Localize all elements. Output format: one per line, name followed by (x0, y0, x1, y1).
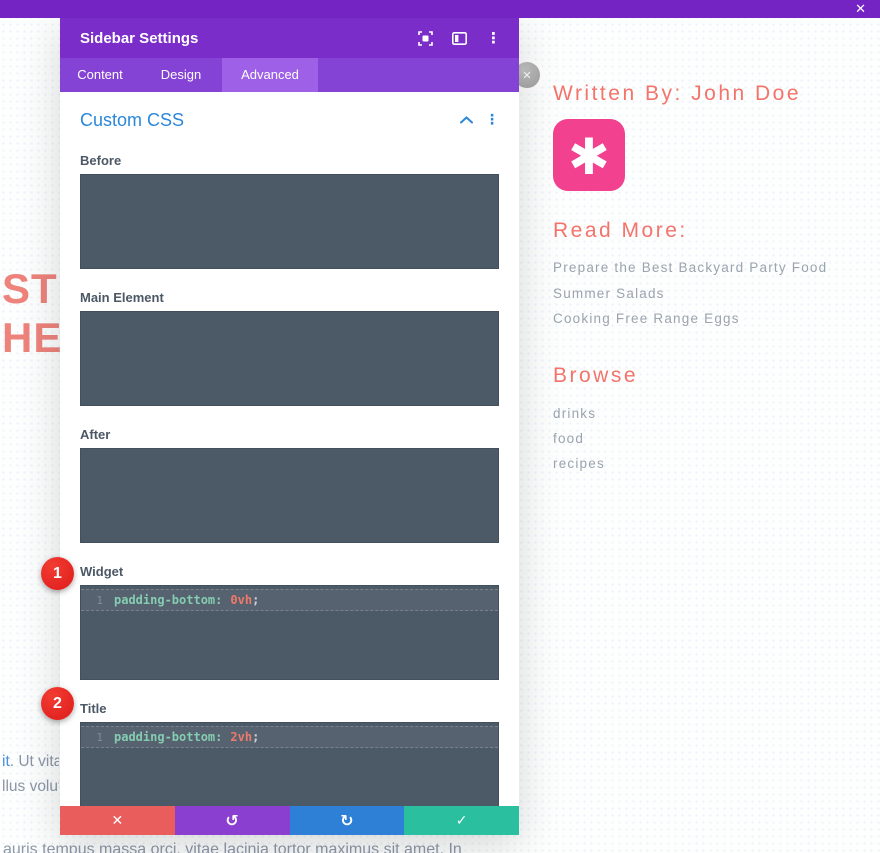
collapse-section-icon[interactable] (460, 116, 473, 124)
code-editor-after[interactable] (80, 448, 499, 543)
modal-header: Sidebar Settings ⋮ (60, 18, 519, 58)
close-icon: ✕ (522, 68, 532, 82)
code-editor-widget[interactable]: 1 padding-bottom: 0vh ; (80, 585, 499, 680)
code-line: 1 padding-bottom: 2vh ; (81, 726, 498, 748)
sidebar-settings-modal: Sidebar Settings ⋮ Content Design Advanc… (60, 18, 519, 835)
save-button[interactable]: ✓ (404, 806, 519, 835)
css-property: padding-bottom: (114, 593, 223, 607)
undo-button[interactable]: ↺ (174, 806, 290, 835)
annotation-step-1: 1 (41, 557, 74, 590)
tab-advanced[interactable]: Advanced (222, 58, 318, 92)
expand-modal-icon[interactable] (418, 30, 433, 46)
custom-css-section-header: Custom CSS ⋮ (80, 92, 499, 132)
field-after: After (80, 427, 499, 543)
modal-options-icon[interactable]: ⋮ (486, 28, 501, 47)
page-text-fragment-2: llus volutpa (2, 778, 59, 795)
author-avatar: ✱ (553, 119, 625, 191)
x-icon: ✕ (111, 812, 124, 829)
page-text-fragment-1: it. Ut vitae c (2, 753, 59, 771)
redo-icon: ↻ (340, 811, 354, 830)
check-icon: ✓ (455, 812, 468, 829)
read-more-link-3[interactable]: Cooking Free Range Eggs (553, 311, 740, 326)
code-editor-before[interactable] (80, 174, 499, 269)
field-label-widget: Widget (80, 564, 124, 579)
undo-icon: ↺ (225, 811, 239, 830)
section-options-icon[interactable]: ⋮ (485, 112, 499, 128)
browse-heading: Browse (553, 364, 639, 387)
field-label-title: Title (80, 701, 107, 716)
field-title: Title 1 padding-bottom: 2vh ; (80, 701, 499, 817)
tab-design[interactable]: Design (160, 67, 202, 82)
page-heading-line1: ST T (2, 265, 60, 312)
modal-header-icons: ⋮ (418, 28, 501, 47)
field-main-element: Main Element (80, 290, 499, 406)
section-controls: ⋮ (460, 113, 499, 127)
browse-link-food[interactable]: food (553, 431, 585, 446)
field-before: Before (80, 153, 499, 269)
tab-content[interactable]: Content (77, 67, 123, 82)
code-editor-title[interactable]: 1 padding-bottom: 2vh ; (80, 722, 499, 817)
page-heading-fragment: ST T HER (2, 264, 60, 362)
discard-button[interactable]: ✕ (60, 806, 175, 835)
field-label-after: After (80, 427, 111, 442)
css-punctuation: ; (252, 593, 260, 607)
field-widget: Widget 1 padding-bottom: 0vh ; (80, 564, 499, 680)
modal-tabbar: Content Design Advanced (60, 58, 519, 92)
page-heading-line2: HER (2, 314, 60, 361)
custom-css-title: Custom CSS (80, 109, 185, 130)
css-value: 2vh (230, 730, 253, 744)
close-builder-icon[interactable]: ✕ (855, 1, 866, 17)
modal-body: Custom CSS ⋮ Before Main Element After (60, 92, 519, 817)
snap-to-side-icon[interactable] (452, 31, 467, 45)
browse-link-recipes[interactable]: recipes (553, 456, 605, 471)
browse-link-drinks[interactable]: drinks (553, 406, 597, 421)
redo-button[interactable]: ↻ (289, 806, 405, 835)
code-editor-main-element[interactable] (80, 311, 499, 406)
read-more-link-2[interactable]: Summer Salads (553, 286, 665, 301)
css-punctuation: ; (252, 730, 260, 744)
css-property: padding-bottom: (114, 730, 223, 744)
annotation-step-2: 2 (41, 687, 74, 720)
page-text-rest: . Ut vitae c (9, 753, 59, 770)
line-number: 1 (96, 730, 103, 744)
page-text-link[interactable]: it (2, 753, 10, 770)
read-more-link-1[interactable]: Prepare the Best Backyard Party Food (553, 260, 828, 275)
asterisk-icon: ✱ (568, 128, 610, 186)
css-value: 0vh (230, 593, 253, 607)
page-bottom-text-fragment: auris tempus massa orci, vitae lacinia t… (3, 841, 462, 853)
modal-title: Sidebar Settings (80, 29, 199, 47)
read-more-heading: Read More: (553, 219, 688, 242)
line-number: 1 (96, 593, 103, 607)
code-line: 1 padding-bottom: 0vh ; (81, 589, 498, 611)
field-label-before: Before (80, 153, 122, 168)
written-by-heading: Written By: John Doe (553, 82, 802, 105)
field-label-main-element: Main Element (80, 290, 164, 305)
modal-footer: ✕ ↺ ↻ ✓ (60, 806, 519, 835)
builder-topbar: ✕ (0, 0, 880, 18)
